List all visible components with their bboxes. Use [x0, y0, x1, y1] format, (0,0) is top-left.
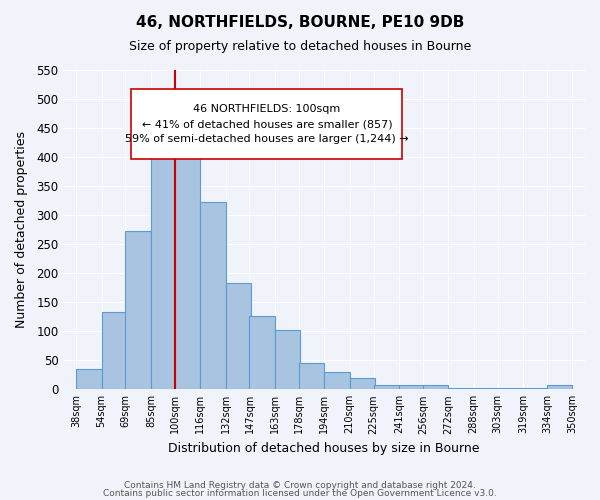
- Bar: [399, 385, 424, 390]
- Bar: [275, 330, 301, 390]
- Bar: [547, 385, 572, 390]
- Bar: [175, 154, 200, 390]
- Bar: [423, 385, 448, 390]
- Bar: [101, 312, 127, 390]
- Text: Contains HM Land Registry data © Crown copyright and database right 2024.: Contains HM Land Registry data © Crown c…: [124, 481, 476, 490]
- Bar: [151, 137, 176, 390]
- Text: 46, NORTHFIELDS, BOURNE, PE10 9DB: 46, NORTHFIELDS, BOURNE, PE10 9DB: [136, 15, 464, 30]
- Bar: [125, 232, 151, 390]
- Bar: [448, 388, 473, 390]
- Bar: [324, 372, 350, 390]
- Bar: [497, 388, 523, 390]
- Bar: [350, 378, 375, 390]
- Text: 46 NORTHFIELDS: 100sqm
← 41% of detached houses are smaller (857)
59% of semi-de: 46 NORTHFIELDS: 100sqm ← 41% of detached…: [125, 104, 409, 144]
- Bar: [473, 388, 499, 390]
- Bar: [299, 363, 324, 390]
- Bar: [374, 385, 399, 390]
- Y-axis label: Number of detached properties: Number of detached properties: [15, 131, 28, 328]
- Bar: [226, 283, 251, 390]
- Bar: [523, 388, 548, 390]
- Bar: [200, 202, 226, 390]
- X-axis label: Distribution of detached houses by size in Bourne: Distribution of detached houses by size …: [169, 442, 480, 455]
- Text: Contains public sector information licensed under the Open Government Licence v3: Contains public sector information licen…: [103, 488, 497, 498]
- Text: Size of property relative to detached houses in Bourne: Size of property relative to detached ho…: [129, 40, 471, 53]
- FancyBboxPatch shape: [131, 89, 403, 160]
- Bar: [76, 369, 101, 390]
- Bar: [250, 316, 275, 390]
